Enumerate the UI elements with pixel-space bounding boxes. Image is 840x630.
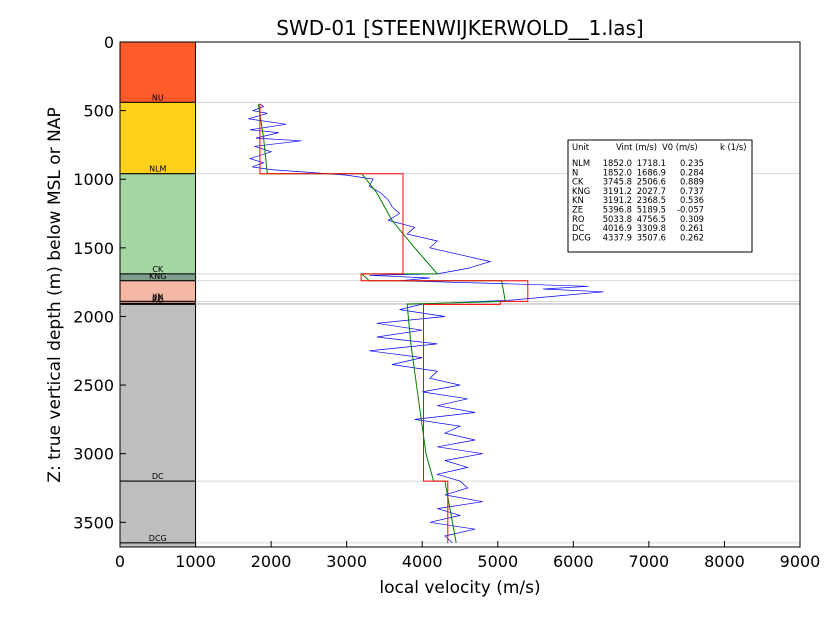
unit-block bbox=[119, 173, 197, 275]
series-line bbox=[248, 103, 604, 544]
plot-area bbox=[248, 103, 604, 544]
legend-header-cell: Vint (m/s) bbox=[616, 142, 657, 152]
legend-cell: -0.057 bbox=[677, 205, 704, 215]
series-line bbox=[259, 103, 529, 543]
legend-cell: ZE bbox=[572, 205, 583, 215]
legend-cell: 0.284 bbox=[680, 167, 704, 177]
unit-label: KN bbox=[152, 292, 163, 301]
y-tick-label: 1500 bbox=[73, 239, 114, 258]
legend-cell: DC bbox=[572, 223, 584, 233]
legend-cell: 3745.8 bbox=[603, 177, 632, 187]
y-tick-label: 2000 bbox=[73, 307, 114, 326]
series-line bbox=[257, 103, 506, 543]
legend-cell: 5033.8 bbox=[603, 214, 632, 224]
y-tick-label: 1000 bbox=[73, 170, 114, 189]
legend-cell: 0.262 bbox=[680, 232, 704, 242]
y-tick-label: 3000 bbox=[73, 445, 114, 464]
legend-cell: 5396.8 bbox=[603, 205, 632, 215]
x-tick-label: 9000 bbox=[780, 552, 821, 571]
legend-cell: 1718.1 bbox=[637, 158, 666, 168]
unit-label: DCG bbox=[149, 534, 167, 543]
unit-label: DC bbox=[152, 472, 164, 481]
plot-frame bbox=[119, 41, 801, 548]
x-tick-label: 2000 bbox=[251, 552, 292, 571]
y-tick-label: 2500 bbox=[73, 376, 114, 395]
legend-cell: 0.261 bbox=[680, 223, 704, 233]
unit-label: NU bbox=[152, 93, 164, 102]
x-tick-label: 4000 bbox=[402, 552, 443, 571]
unit-block bbox=[119, 542, 197, 548]
legend-cell: 2027.7 bbox=[637, 186, 666, 196]
legend-cell: KN bbox=[572, 195, 584, 205]
legend-cell: 4016.9 bbox=[603, 223, 632, 233]
legend-cell: KNG bbox=[572, 186, 590, 196]
legend-cell: 0.889 bbox=[680, 177, 704, 187]
unit-block bbox=[119, 101, 197, 175]
unit-label: CK bbox=[152, 265, 164, 274]
legend-cell: RO bbox=[572, 214, 585, 224]
legend-cell: 2368.5 bbox=[637, 195, 666, 205]
legend-cell: 3191.2 bbox=[603, 186, 632, 196]
legend-cell: 3507.6 bbox=[637, 232, 666, 242]
unit-label: ZE bbox=[153, 294, 164, 303]
legend-cell: 1852.0 bbox=[603, 158, 632, 168]
x-tick-label: 8000 bbox=[704, 552, 745, 571]
legend-cell: 4756.5 bbox=[637, 214, 666, 224]
unit-block bbox=[119, 303, 197, 482]
legend-header-cell: Unit bbox=[572, 142, 590, 152]
legend-cell: 1686.9 bbox=[637, 167, 666, 177]
y-axis-label: Z: true vertical depth (m) below MSL or … bbox=[45, 107, 65, 482]
unit-label: RO bbox=[152, 295, 164, 304]
legend-cell: CK bbox=[572, 177, 584, 187]
y-tick-label: 3500 bbox=[73, 513, 114, 532]
legend-cell: 1852.0 bbox=[603, 167, 632, 177]
unit-block bbox=[119, 41, 197, 103]
legend-header-cell: V0 (m/s) bbox=[662, 142, 698, 152]
legend-cell: DCG bbox=[572, 232, 591, 242]
legend-cell: 0.235 bbox=[680, 158, 704, 168]
legend-cell: 5189.5 bbox=[637, 205, 666, 215]
x-tick-label: 5000 bbox=[477, 552, 518, 571]
legend-cell: 3191.2 bbox=[603, 195, 632, 205]
unit-label: KNG bbox=[149, 272, 166, 281]
unit-label: NLM bbox=[149, 165, 166, 174]
x-tick-label: 3000 bbox=[326, 552, 367, 571]
y-tick-label: 0 bbox=[104, 33, 114, 52]
legend-cell: N bbox=[572, 167, 578, 177]
legend-cell: 0.309 bbox=[680, 214, 704, 224]
y-axis-ticks: 0 500 1000 1500 2000 2500 3000 3500 bbox=[73, 33, 126, 532]
x-tick-label: 6000 bbox=[553, 552, 594, 571]
legend-box bbox=[567, 139, 753, 253]
legend-cell: 3309.8 bbox=[637, 223, 666, 233]
x-axis-label: local velocity (m/s) bbox=[379, 578, 540, 598]
legend-cell: 2506.6 bbox=[637, 177, 666, 187]
x-tick-label: 1000 bbox=[175, 552, 216, 571]
y-tick-label: 500 bbox=[83, 102, 114, 121]
chart-title: SWD-01 [STEENWIJKERWOLD__1.las] bbox=[276, 16, 643, 40]
legend-cell: NLM bbox=[572, 158, 590, 168]
legend-cell: 4337.9 bbox=[603, 232, 632, 242]
legend: Unit Vint (m/s) V0 (m/s) k (1/s) NLM 1852.0 17… bbox=[567, 139, 753, 253]
x-axis-ticks: 0 1000 2000 3000 4000 5000 6000 7000 8000 9000 bbox=[115, 541, 820, 571]
legend-header-cell: k (1/s) bbox=[720, 142, 747, 152]
legend-cell: 0.536 bbox=[680, 195, 704, 205]
x-tick-label: 7000 bbox=[629, 552, 670, 571]
legend-cell: 0.737 bbox=[680, 186, 704, 196]
x-tick-label: 0 bbox=[115, 552, 125, 571]
